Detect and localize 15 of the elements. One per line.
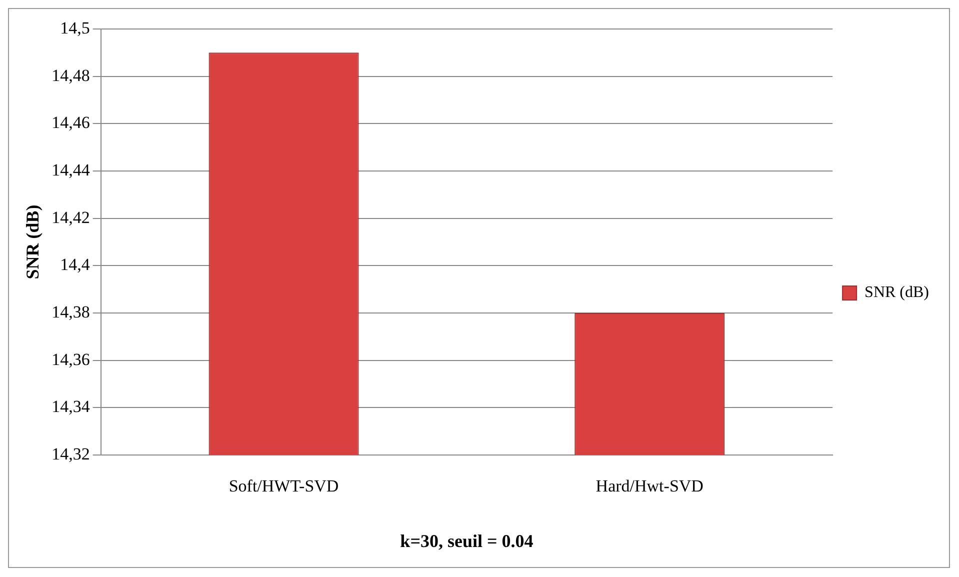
y-axis-title: SNR (dB) <box>22 204 42 280</box>
y-tick-label: 14,32 <box>52 444 90 464</box>
x-tick-label: Hard/Hwt-SVD <box>596 476 704 496</box>
y-tick-label: 14,36 <box>52 350 90 369</box>
legend-label: SNR (dB) <box>864 284 929 302</box>
y-tick-label: 14,44 <box>52 160 90 180</box>
y-tick-label: 14,46 <box>52 113 90 132</box>
y-tick-label: 14,38 <box>52 302 90 322</box>
y-tick-label: 14,4 <box>60 255 90 274</box>
y-tick-label: 14,5 <box>60 18 90 38</box>
y-tick-label: 14,42 <box>52 208 90 227</box>
y-tick-label: 14,34 <box>52 397 90 416</box>
x-tick-label: Soft/HWT-SVD <box>228 476 339 496</box>
y-tick-label: 14,48 <box>52 66 90 85</box>
x-axis-title: k=30, seuil = 0.04 <box>400 530 534 551</box>
